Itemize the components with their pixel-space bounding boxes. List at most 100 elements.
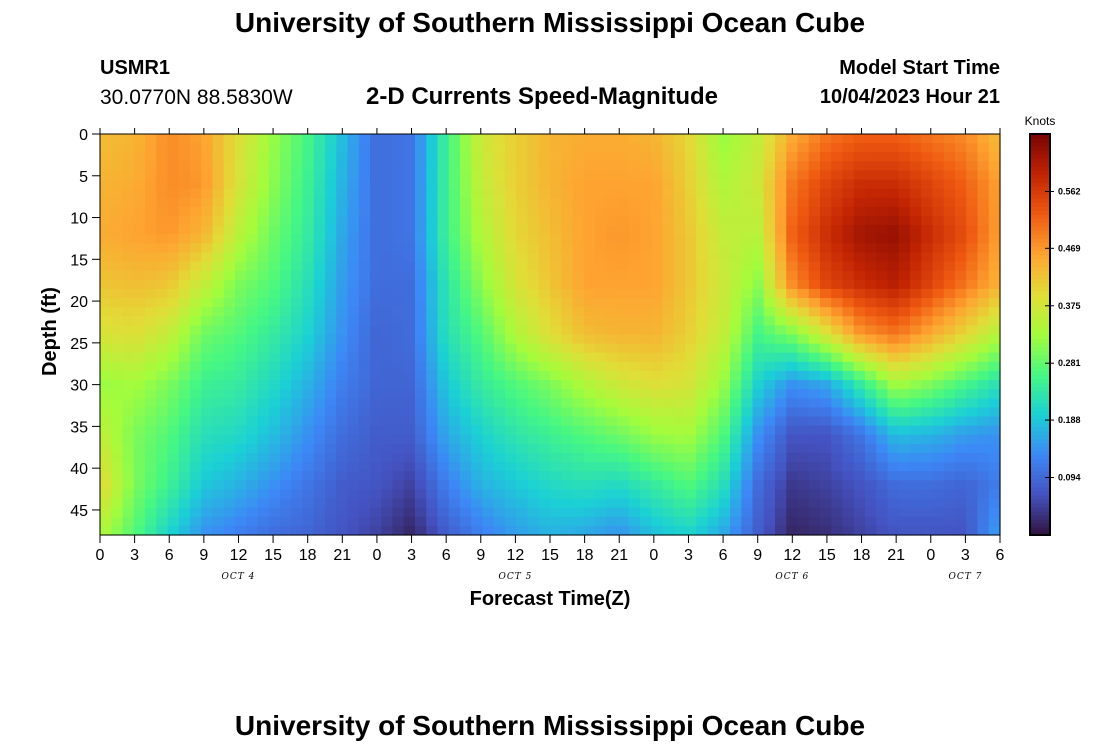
heatmap-cell [955,161,967,172]
heatmap-cell [426,525,439,536]
heatmap-cell [572,370,585,381]
heatmap-cell [955,288,967,299]
heatmap-cell [437,270,450,281]
heatmap-cell [167,170,180,181]
heatmap-cell [358,261,371,272]
heatmap-cell [460,161,472,172]
heatmap-cell [448,188,461,199]
heatmap-cell [730,443,742,454]
heatmap-cell [887,161,900,172]
heatmap-cell [572,489,585,500]
heatmap-cell [381,361,394,372]
heatmap-cell [741,407,754,418]
heatmap-cell [538,216,551,226]
heatmap-cell [718,370,731,381]
heatmap-cell [100,179,112,190]
heatmap-cell [223,516,236,527]
heatmap-cell [415,352,427,363]
heatmap-cell [561,216,574,226]
heatmap-cell [842,252,855,263]
heatmap-cell [808,316,821,326]
heatmap-cell [887,507,900,518]
heatmap-cell [898,416,911,427]
heatmap-cell [482,316,495,326]
heatmap-cell [145,252,157,263]
heatmap-cell [550,143,562,153]
heatmap-cell [167,188,180,199]
heatmap-cell [516,525,529,536]
heatmap-cell [752,234,765,244]
heatmap-cell [257,334,270,345]
heatmap-cell [921,462,934,472]
heatmap-cell [235,161,247,172]
heatmap-cell [752,261,765,272]
heatmap-cell [527,498,540,509]
heatmap-cell [977,225,990,235]
heatmap-cell [898,252,911,263]
heatmap-cell [876,234,889,244]
heatmap-cell [381,225,394,235]
heatmap-cell [223,370,236,381]
heatmap-cell [685,170,697,181]
heatmap-cell [246,225,259,235]
heatmap-cell [167,498,180,509]
heatmap-cell [268,525,281,536]
heatmap-cell [122,343,135,354]
colorbar-swatch [1030,458,1050,464]
heatmap-cell [100,480,112,491]
heatmap-cell [820,243,832,254]
heatmap-cell [853,380,866,390]
heatmap-cell [280,252,292,263]
heatmap-cell [190,252,202,263]
heatmap-cell [111,370,124,381]
heatmap-cell [583,143,596,153]
heatmap-cell [246,370,259,381]
heatmap-cell [696,398,709,409]
heatmap-cell [426,452,439,463]
heatmap-cell [100,216,112,226]
heatmap-cell [898,516,911,527]
heatmap-cell [415,452,427,463]
heatmap-cell [178,507,191,518]
heatmap-cell [640,489,652,500]
heatmap-cell [538,179,551,190]
heatmap-cell [212,197,225,208]
heatmap-cell [932,516,945,527]
heatmap-cell [786,197,799,208]
heatmap-cell [460,343,472,354]
x-axis-label: Forecast Time(Z) [470,588,631,610]
heatmap-cell [302,179,315,190]
heatmap-cell [583,225,596,235]
heatmap-cell [358,425,371,436]
heatmap-cell [955,398,967,409]
heatmap-cell [246,325,259,336]
heatmap-cell [145,443,157,454]
heatmap-cell [437,370,450,381]
heatmap-cell [133,243,146,254]
heatmap-cell [628,389,641,399]
colorbar-swatch [1030,466,1050,472]
heatmap-cell [977,525,990,536]
heatmap-cell [808,361,821,372]
heatmap-cell [730,288,742,299]
heatmap-cell [122,516,135,527]
heatmap-cell [415,234,427,244]
heatmap-cell [313,161,326,172]
heatmap-cell [505,398,517,409]
heatmap-cell [741,507,754,518]
heatmap-cell [291,188,304,199]
heatmap-cell [673,298,686,308]
heatmap-cell [145,288,157,299]
heatmap-cell [808,334,821,345]
heatmap-cell [370,325,382,336]
heatmap-cell [617,425,630,436]
colorbar-swatch [1030,198,1050,203]
heatmap-cell [561,243,574,254]
heatmap-cell [336,325,349,336]
heatmap-cell [482,525,495,536]
heatmap-cell [730,243,742,254]
heatmap-cell [988,298,1001,308]
heatmap-cell [797,134,810,144]
heatmap-cell [820,143,832,153]
heatmap-cell [325,370,337,381]
